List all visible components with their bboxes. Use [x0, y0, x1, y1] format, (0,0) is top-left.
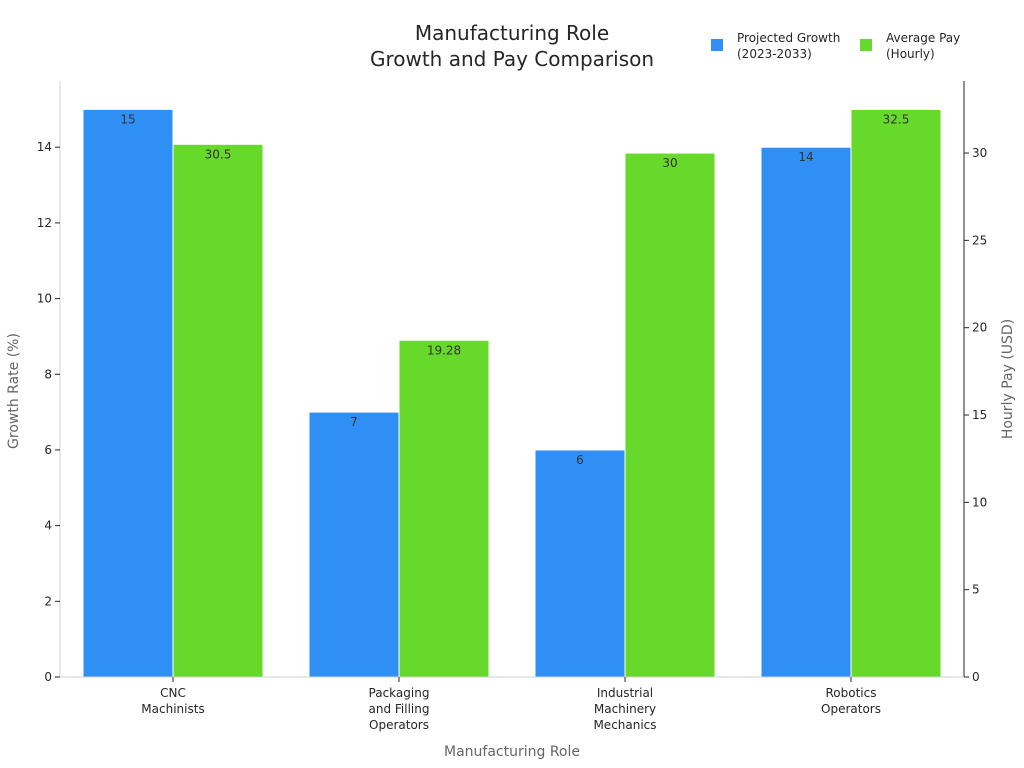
y-tick-label-left: 0 — [44, 670, 52, 684]
legend-label-pay: Average Pay — [886, 31, 960, 45]
bar-growth — [534, 449, 626, 678]
y-tick-label-left: 8 — [44, 367, 52, 381]
data-label-growth: 15 — [120, 112, 135, 126]
x-tick-label: Industrial — [597, 686, 653, 700]
y-axis-right-title: Hourly Pay (USD) — [1000, 319, 1016, 439]
bar-growth — [760, 146, 852, 678]
axes-group: 0 2 4 6 8 10 12 14 0 5 10 15 20 25 30 CNC Machinists Pack… — [6, 81, 1016, 760]
data-label-pay: 30 — [662, 156, 677, 170]
data-label-growth: 14 — [798, 150, 813, 164]
legend-label-growth: Projected Growth — [737, 31, 840, 45]
legend-swatch-pay — [860, 39, 872, 51]
y-tick-label-left: 10 — [37, 292, 52, 306]
data-label-pay: 30.5 — [205, 147, 232, 161]
y-tick-label-right: 5 — [972, 583, 980, 597]
chart-title-line: Manufacturing Role — [415, 21, 609, 45]
y-tick-label-left: 14 — [37, 140, 52, 154]
legend: Projected Growth (2023-2033) Average Pay (H… — [711, 31, 960, 61]
y-tick-label-right: 30 — [972, 146, 987, 160]
y-axis-left-title: Growth Rate (%) — [6, 333, 22, 449]
data-label-growth: 6 — [576, 453, 584, 467]
x-tick-label: Operators — [369, 718, 429, 732]
x-tick-label: Packaging — [369, 686, 430, 700]
data-label-pay: 19.28 — [427, 343, 461, 357]
legend-label-growth: (2023-2033) — [737, 47, 812, 61]
x-axis-title: Manufacturing Role — [444, 744, 580, 760]
x-tick-label: CNC — [160, 686, 186, 700]
x-tick-label: Robotics — [826, 686, 877, 700]
data-label-pay: 32.5 — [883, 112, 910, 126]
y-tick-label-right: 25 — [972, 233, 987, 247]
y-tick-label-right: 15 — [972, 408, 987, 422]
x-tick-label: Machinery — [594, 702, 656, 716]
bar-pay — [850, 108, 942, 678]
bar-pay — [624, 152, 716, 678]
y-tick-label-right: 0 — [972, 670, 980, 684]
y-tick-label-left: 6 — [44, 443, 52, 457]
data-label-growth: 7 — [350, 415, 358, 429]
legend-swatch-growth — [711, 39, 723, 51]
bar-growth — [82, 108, 174, 678]
x-tick-label: Operators — [821, 702, 881, 716]
x-tick-label: Machinists — [141, 702, 204, 716]
legend-label-pay: (Hourly) — [886, 47, 935, 61]
data-labels-group: 15 30.5 7 19.28 6 30 14 32.5 — [120, 112, 909, 467]
bar-pay — [398, 339, 490, 678]
x-tick-label: and Filling — [369, 702, 430, 716]
bars-group — [82, 108, 942, 678]
y-tick-label-left: 2 — [44, 594, 52, 608]
y-tick-label-left: 12 — [37, 216, 52, 230]
y-tick-label-left: 4 — [44, 519, 52, 533]
bar-pay — [172, 143, 264, 678]
bar-growth — [308, 411, 400, 678]
x-tick-label: Mechanics — [593, 718, 656, 732]
chart-title-line: Growth and Pay Comparison — [370, 47, 654, 71]
y-tick-label-right: 10 — [972, 495, 987, 509]
y-tick-label-right: 20 — [972, 321, 987, 335]
